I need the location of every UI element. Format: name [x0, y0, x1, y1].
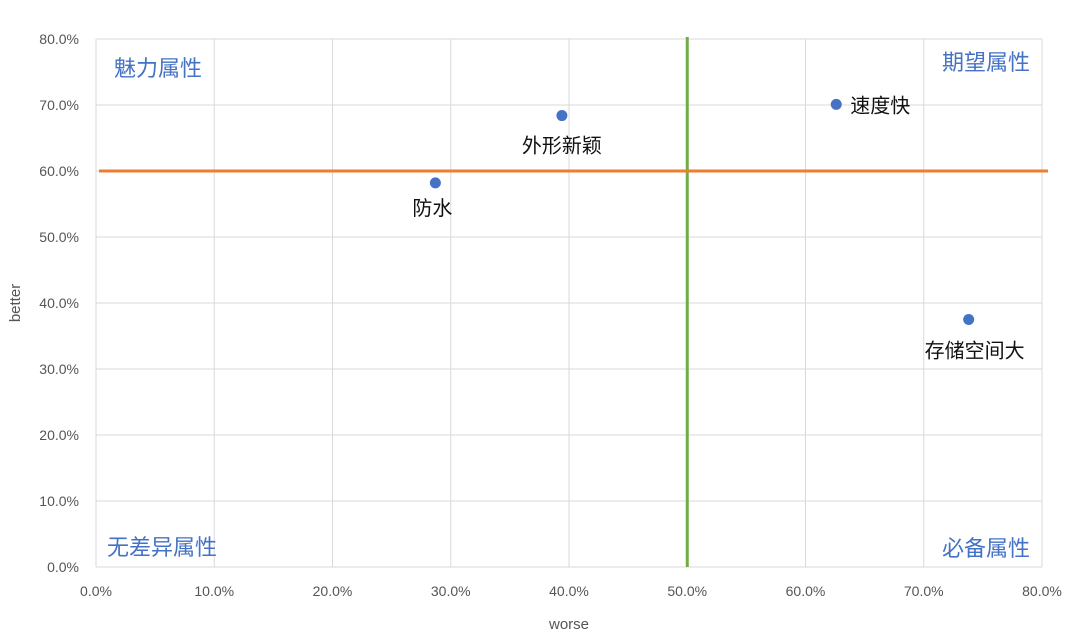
x-tick-label: 30.0%: [431, 583, 471, 599]
reference-lines: [99, 37, 1048, 567]
y-tick-label: 40.0%: [39, 295, 79, 311]
y-tick-label: 50.0%: [39, 229, 79, 245]
quadrant-label-bottom-right: 必备属性: [942, 536, 1030, 561]
y-tick-label: 10.0%: [39, 493, 79, 509]
quadrant-label-bottom-left: 无差异属性: [107, 535, 217, 560]
x-axis-label: worse: [548, 616, 589, 633]
quadrant-label-top-left: 魅力属性: [114, 56, 202, 81]
data-point: [830, 98, 842, 110]
y-tick-label: 70.0%: [39, 97, 79, 113]
x-tick-label: 20.0%: [313, 583, 353, 599]
data-point: [963, 314, 975, 325]
data-point-label: 外形新颖: [522, 135, 602, 158]
x-tick-label: 0.0%: [80, 583, 112, 599]
y-tick-label: 20.0%: [39, 427, 79, 443]
x-tick-label: 10.0%: [194, 583, 234, 599]
grid-lines: [95, 38, 1043, 568]
x-tick-label: 70.0%: [904, 583, 944, 599]
data-point-label: 防水: [412, 197, 452, 220]
x-tick-label: 60.0%: [786, 583, 826, 599]
y-tick-label: 80.0%: [39, 31, 79, 47]
x-tick-label: 40.0%: [549, 583, 589, 599]
data-point-label: 存储空间大: [925, 340, 1025, 363]
y-tick-label: 30.0%: [39, 361, 79, 377]
y-tick-label: 0.0%: [47, 559, 79, 575]
x-tick-label: 80.0%: [1022, 583, 1062, 599]
data-point-label: 速度快: [850, 94, 910, 117]
data-point: [556, 110, 568, 122]
y-tick-label: 60.0%: [39, 163, 79, 179]
x-tick-label: 50.0%: [667, 583, 707, 599]
data-point: [429, 177, 441, 189]
y-axis-ticks: 0.0% 10.0% 20.0% 30.0% 40.0% 50.0% 60.0% 70.0% 8…: [39, 31, 79, 575]
quadrant-label-top-right: 期望属性: [942, 50, 1030, 75]
y-axis-label: better: [7, 284, 24, 322]
x-axis-ticks: 0.0% 10.0% 20.0% 30.0% 40.0% 50.0% 60.0% 70.0% 8…: [80, 583, 1062, 599]
